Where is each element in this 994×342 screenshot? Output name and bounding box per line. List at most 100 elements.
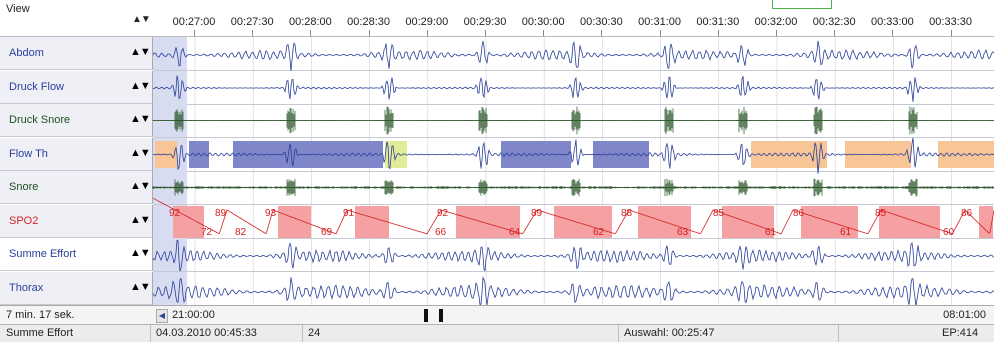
spo2-peak-label: 91 xyxy=(343,208,355,219)
channel-plot[interactable] xyxy=(152,238,994,272)
status-value: 24 xyxy=(308,327,321,339)
channel-scale-arrows[interactable]: ▲▼ xyxy=(130,213,151,226)
signal-trace xyxy=(152,70,994,104)
flow-thermistor-trace xyxy=(152,137,994,174)
channel-scale-arrows[interactable]: ▲▼ xyxy=(130,146,151,159)
channel-name: Abdom xyxy=(9,47,44,59)
time-tick-label: 00:29:00 xyxy=(405,16,449,28)
scroll-thumb-left[interactable] xyxy=(424,309,428,322)
time-tick-mark xyxy=(194,30,195,36)
channel-scale-arrows[interactable]: ▲▼ xyxy=(130,180,151,192)
spo2-trough-label: 62 xyxy=(593,227,605,238)
signal-trace xyxy=(152,104,994,137)
time-tick-label: 00:33:00 xyxy=(870,16,914,28)
abdomen-trace xyxy=(152,40,994,72)
status-selection: Auswahl: 00:25:47 xyxy=(624,327,715,339)
scroll-left-button[interactable]: ◀ xyxy=(156,309,168,323)
spo2-trough-label: 66 xyxy=(435,227,447,238)
channel-row: Abdom ▲▼ xyxy=(0,37,994,72)
scroll-row: 7 min. 17 sek. ◀ 21:00:00 08:01:00 xyxy=(0,305,994,324)
spo2-trough-label: 60 xyxy=(943,227,955,238)
status-divider xyxy=(302,325,303,342)
signal-trace xyxy=(152,238,994,272)
spo2-peak-label: 86 xyxy=(793,208,805,219)
spo2-trough-label: 61 xyxy=(765,227,777,238)
spo2-trace xyxy=(152,197,994,235)
channel-name: Druck Snore xyxy=(9,114,71,126)
desaturation-event xyxy=(879,205,940,238)
spo2-trough-label: 64 xyxy=(509,227,521,238)
spo2-trough-label: 61 xyxy=(840,227,852,238)
selection-highlight xyxy=(153,37,187,70)
time-tick-mark xyxy=(659,30,661,36)
channel-scale-arrows[interactable]: ▲▼ xyxy=(130,79,151,92)
signal-trace xyxy=(152,171,994,204)
signal-trace: 92 89 93 91 92 89 88 85 86 85 86 72 82 69 66 64 62 63 61 61… xyxy=(152,197,994,238)
scroll-thumb-right[interactable] xyxy=(439,309,443,322)
channel-row: Druck Flow ▲▼ xyxy=(0,70,994,105)
spo2-peak-label: 93 xyxy=(265,208,277,219)
window-duration: 7 min. 17 sek. xyxy=(6,309,75,321)
time-tick-label: 00:31:30 xyxy=(696,16,740,28)
channel-scale-arrows[interactable]: ▲▼ xyxy=(130,280,151,293)
channel-plot[interactable] xyxy=(152,104,994,138)
status-bar: Summe Effort 04.03.2010 00:45:33 24 Ausw… xyxy=(0,324,994,342)
channel-plot[interactable] xyxy=(152,37,994,72)
status-divider xyxy=(838,325,839,342)
time-tick-mark xyxy=(601,30,603,36)
channel-label[interactable]: Summe Effort ▲▼ xyxy=(0,238,153,271)
channel-name: Flow Th xyxy=(9,147,48,160)
time-tick-mark xyxy=(950,30,952,36)
snore-trace xyxy=(152,178,994,197)
channel-scale-arrows[interactable]: ▲▼ xyxy=(130,247,151,259)
channel-row: Snore ▲▼ xyxy=(0,171,994,205)
channel-plot[interactable] xyxy=(152,271,994,307)
channel-scale-arrows[interactable]: ▲▼ xyxy=(130,113,151,125)
desaturation-event xyxy=(979,205,993,238)
channel-label[interactable]: Druck Flow ▲▼ xyxy=(0,70,153,104)
desaturation-event xyxy=(278,205,311,238)
channel-plot[interactable]: 92 89 93 91 92 89 88 85 86 85 86 72 82 69 66 64 62 63 61 61… xyxy=(152,197,994,239)
channel-plot[interactable] xyxy=(152,171,994,205)
status-channel: Summe Effort xyxy=(6,327,74,339)
spo2-peak-label: 92 xyxy=(437,208,449,219)
channel-list: Abdom ▲▼ Druck Flow ▲▼ Druck Snore ▲▼ Flow Th ▲… xyxy=(0,37,994,307)
signal-trace xyxy=(152,137,994,174)
spo2-peak-label: 92 xyxy=(169,208,181,219)
channel-scale-arrows[interactable]: ▲▼ xyxy=(130,46,151,58)
view-scale-arrows[interactable]: ▲▼ xyxy=(132,14,151,25)
channel-row: Thorax ▲▼ xyxy=(0,271,994,307)
spo2-trough-label: 72 xyxy=(201,227,213,238)
status-epoch: EP:414 xyxy=(942,327,979,339)
spo2-peak-label: 89 xyxy=(531,208,543,219)
spo2-peak-label: 88 xyxy=(621,208,633,219)
channel-name: Druck Flow xyxy=(9,80,65,93)
selection-highlight xyxy=(153,271,187,305)
channel-label[interactable]: Flow Th ▲▼ xyxy=(0,137,153,171)
spo2-peak-label: 85 xyxy=(875,208,887,219)
desaturation-event xyxy=(554,205,612,238)
selection-highlight xyxy=(153,238,187,271)
status-divider xyxy=(150,325,151,342)
time-tick-label: 00:27:00 xyxy=(172,16,216,28)
signal-trace xyxy=(152,271,994,307)
time-tick-mark xyxy=(892,30,894,36)
thorax-trace xyxy=(152,275,994,307)
channel-name: Summe Effort xyxy=(9,248,77,260)
time-tick-label: 00:30:30 xyxy=(579,16,623,28)
time-axis[interactable]: 00:27:00 00:27:30 00:28:00 00:28:30 00:29:00… xyxy=(155,0,994,36)
channel-plot[interactable] xyxy=(152,70,994,105)
desaturation-event xyxy=(456,205,520,238)
channel-label[interactable]: Snore ▲▼ xyxy=(0,171,153,204)
channel-row: Summe Effort ▲▼ xyxy=(0,238,994,272)
channel-label[interactable]: Thorax ▲▼ xyxy=(0,271,153,305)
channel-label[interactable]: SPO2 ▲▼ xyxy=(0,204,153,238)
channel-row: SPO2 ▲▼ 92 89 93 91 92 89 88 85 86 85 86 72 82 69 66 64 62… xyxy=(0,197,994,239)
time-tick-label: 00:31:00 xyxy=(638,16,682,28)
channel-label[interactable]: Druck Snore ▲▼ xyxy=(0,104,153,137)
status-divider xyxy=(618,325,619,342)
channel-plot[interactable] xyxy=(152,137,994,174)
timeline-header: View ▲▼ 00:27:00 00:27:30 00:28:00 00:28:30… xyxy=(0,0,994,37)
channel-label[interactable]: Abdom ▲▼ xyxy=(0,37,153,70)
